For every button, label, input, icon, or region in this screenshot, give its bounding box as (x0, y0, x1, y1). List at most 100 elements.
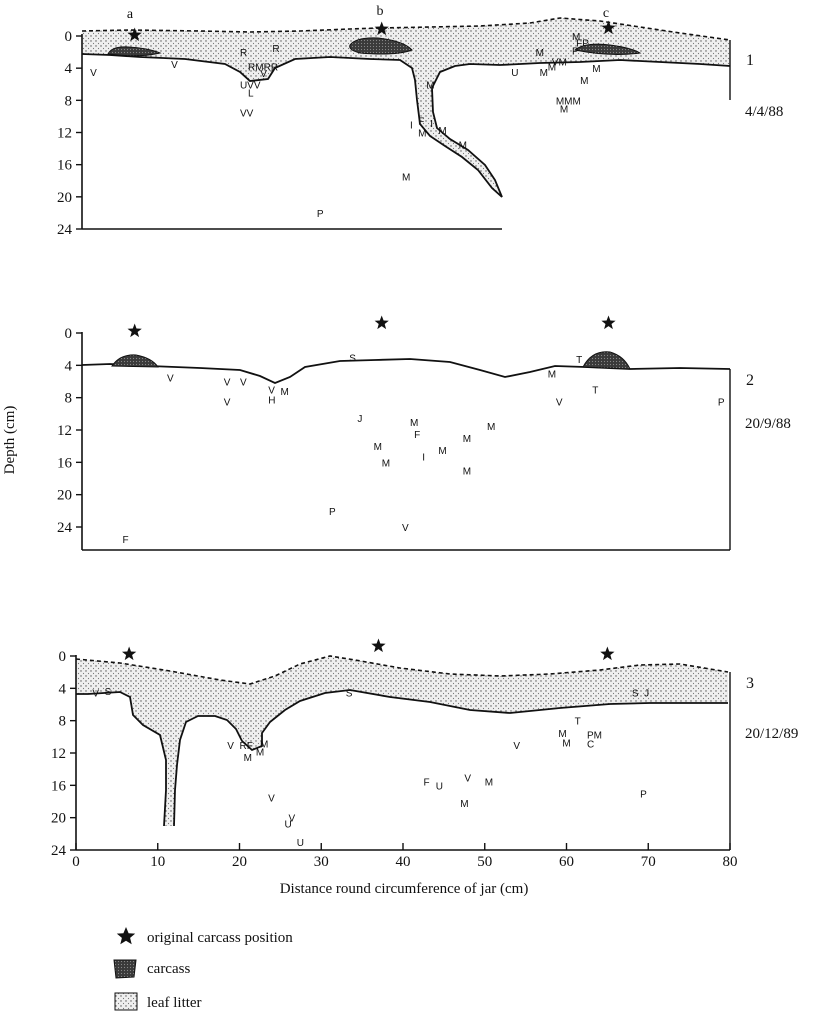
panel-date-3: 20/12/89 (745, 726, 798, 742)
specimen-label: U (436, 781, 443, 792)
specimen-label: F (414, 430, 420, 441)
legend-star-label: original carcass position (147, 930, 293, 946)
depth-tick-label: 0 (59, 649, 67, 665)
distance-tick-label: 60 (559, 854, 574, 870)
carcass-position-star-icon (600, 646, 615, 661)
specimen-label: M (260, 739, 268, 750)
specimen-label: V (171, 60, 178, 71)
specimen-label: M (548, 369, 556, 380)
depth-tick-label: 4 (65, 358, 73, 374)
depth-tick-label: 8 (59, 714, 67, 730)
specimen-label: M (487, 422, 495, 433)
specimen-label: M (438, 446, 446, 457)
marker-b: b (377, 4, 384, 19)
specimen-label: S (346, 688, 353, 699)
specimen-label: V (268, 386, 275, 397)
carcass-c (582, 351, 631, 370)
carcass-position-star-icon (127, 27, 142, 42)
specimen-label: M (460, 799, 468, 810)
specimen-label: M (418, 129, 426, 140)
specimen-label: M (592, 64, 600, 75)
specimen-label: M (572, 32, 580, 43)
carcass-position-star-icon (371, 638, 386, 653)
specimen-label: M (280, 387, 288, 398)
leaf-litter-layer (82, 18, 730, 197)
specimen-label: S (632, 688, 639, 699)
specimen-label: M (410, 418, 418, 429)
specimen-label: U (284, 819, 291, 830)
depth-tick-label: 12 (57, 126, 72, 142)
specimen-label: M (426, 80, 434, 91)
specimen-label: V (464, 773, 471, 784)
marker-a: a (127, 7, 134, 22)
specimen-label: V (240, 378, 247, 389)
specimen-label: C (587, 739, 594, 750)
specimen-label: F (423, 777, 429, 788)
legend-star-icon (116, 927, 136, 945)
specimen-label: V (402, 523, 409, 534)
depth-tick-label: 20 (57, 488, 72, 504)
carcass-position-star-icon (601, 20, 616, 35)
legend-carcass-label: carcass (147, 961, 190, 977)
specimen-label: V (260, 69, 267, 80)
distance-tick-label: 40 (396, 854, 411, 870)
carcass-position-star-icon (374, 315, 389, 330)
carcass-b (349, 37, 413, 55)
depth-tick-label: 16 (51, 778, 67, 794)
specimen-label: M (540, 68, 548, 79)
legend: original carcass position carcass leaf l… (113, 927, 293, 1011)
specimen-label: M (402, 173, 410, 184)
specimen-label: M (536, 48, 544, 59)
depth-tick-label: 12 (57, 423, 72, 439)
specimen-label: P (718, 398, 725, 409)
specimen-label: P (329, 507, 336, 518)
panel-id-2: 2 (746, 372, 754, 389)
depth-tick-label: 4 (59, 681, 67, 697)
specimen-label: R (272, 44, 279, 55)
specimen-label: S (105, 687, 112, 698)
specimen-label: M (459, 141, 467, 152)
specimen-label: M (463, 434, 471, 445)
specimen-label: RF (240, 741, 253, 752)
carcass-position-star-icon (122, 646, 137, 661)
specimen-label: M (560, 104, 568, 115)
legend-litter-swatch (114, 992, 138, 1011)
specimen-label: V (227, 741, 234, 752)
specimen-label: T (575, 717, 581, 728)
litter-top-boundary (75, 655, 729, 685)
specimen-label: V (167, 373, 174, 384)
specimen-label: V (268, 793, 275, 804)
specimen-label: PM (587, 730, 602, 741)
specimen-label: VV (240, 108, 254, 119)
specimen-label: H (268, 395, 275, 406)
specimen-label: FP (576, 38, 589, 49)
specimen-label: L (248, 88, 254, 99)
depth-tick-label: 12 (51, 746, 66, 762)
specimen-label: M (580, 76, 588, 87)
specimen-label: UVV (240, 80, 261, 91)
specimen-label: T (576, 355, 582, 366)
specimen-label: U (511, 68, 518, 79)
y-axis-title: Depth (cm) (2, 406, 18, 475)
specimen-label: M (256, 747, 264, 758)
distance-tick-label: 30 (314, 854, 329, 870)
specimen-label: V (90, 68, 97, 79)
specimen-label: MMM (556, 96, 581, 107)
specimen-label: V (289, 814, 296, 825)
specimen-label: V (556, 398, 563, 409)
legend-litter-label: leaf litter (147, 995, 202, 1011)
specimen-label: M (374, 442, 382, 453)
specimen-label: M (548, 63, 556, 74)
marker-c: c (603, 6, 609, 21)
specimen-label: I (422, 453, 425, 464)
specimen-label: RMRR (248, 63, 278, 74)
panel-id-1: 1 (746, 52, 754, 69)
carcass-position-star-icon (127, 323, 142, 338)
specimen-label: V (513, 741, 520, 752)
depth-tick-label: 24 (57, 222, 73, 238)
specimen-label: F (418, 116, 424, 127)
specimen-label: I (410, 120, 413, 131)
depth-tick-label: 0 (65, 29, 73, 45)
